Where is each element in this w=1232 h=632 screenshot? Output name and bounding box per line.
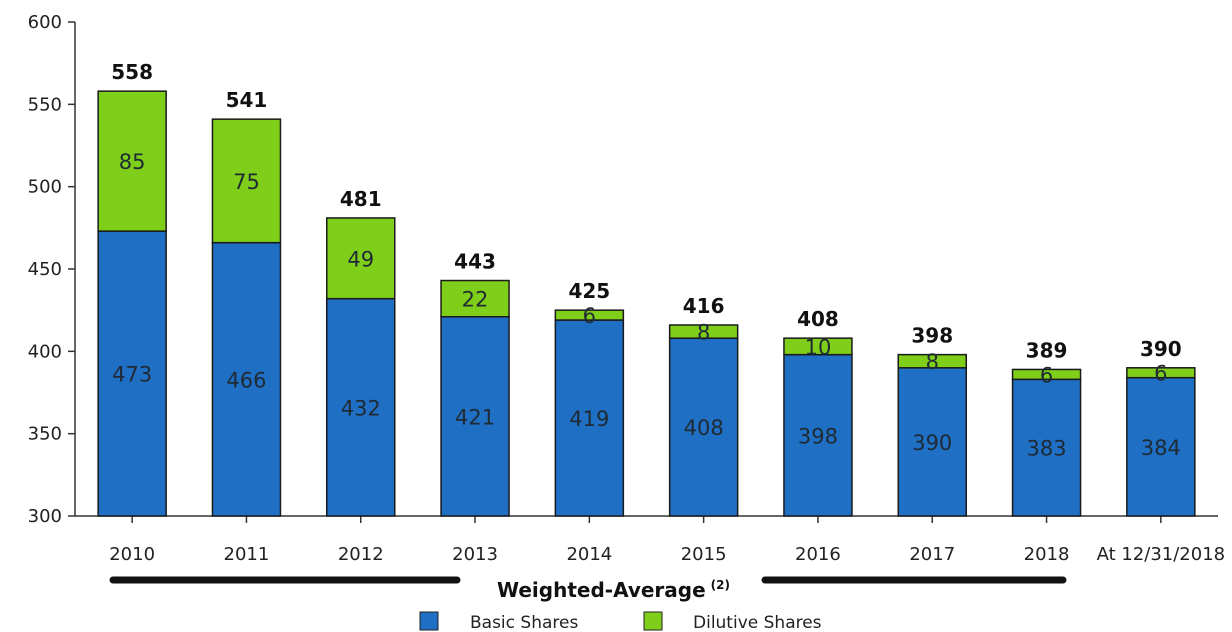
basic-value-label: 466 [226, 368, 266, 392]
bar-basic-shares [668, 337, 739, 517]
bar-dilutive-shares [668, 324, 739, 339]
bar-basic-shares [554, 319, 625, 517]
x-tick-label: At 12/31/2018 [1097, 544, 1226, 565]
bar-basic-shares [783, 353, 853, 517]
total-value-label: 481 [340, 187, 382, 211]
dilutive-value-label: 6 [1040, 363, 1053, 387]
dilutive-value-label: 6 [583, 304, 596, 328]
bar-dilutive-shares [326, 217, 396, 300]
weighted-average-label: Weighted-Average (2) [497, 578, 730, 602]
bars: 4738555846675541432494814212244341964254… [97, 60, 1196, 517]
dilutive-value-label: 85 [119, 150, 146, 174]
basic-value-label: 398 [798, 424, 838, 448]
bar-dilutive-shares [554, 309, 625, 321]
total-value-label: 389 [1026, 338, 1068, 362]
basic-value-label: 473 [112, 363, 152, 387]
x-tick-label: 2015 [681, 544, 727, 565]
dilutive-value-label: 10 [805, 335, 832, 359]
legend-swatch-dilutive [643, 611, 663, 631]
x-tick-label: 2017 [909, 544, 955, 565]
legend: Basic Shares Dilutive Shares [419, 611, 822, 632]
x-axis: 2010 2011 2012 2013 2014 2015 2016 2017 2018 At 1… [75, 515, 1226, 565]
total-value-label: 541 [226, 88, 268, 112]
dilutive-value-label: 6 [1154, 362, 1167, 386]
basic-value-label: 384 [1141, 436, 1181, 460]
y-tick-label: 450 [28, 259, 62, 280]
basic-value-label: 419 [569, 407, 609, 431]
total-value-label: 443 [454, 250, 496, 274]
basic-value-label: 408 [684, 416, 724, 440]
x-tick-label: 2016 [795, 544, 841, 565]
x-tick-label: 2013 [452, 544, 498, 565]
total-value-label: 390 [1140, 337, 1182, 361]
x-tick-label: 2018 [1024, 544, 1070, 565]
bar-basic-shares [440, 316, 510, 517]
y-tick-label: 550 [28, 94, 62, 115]
basic-value-label: 421 [455, 405, 495, 429]
y-tick-label: 500 [28, 177, 62, 198]
basic-value-label: 432 [341, 396, 381, 420]
bar-dilutive-shares [1011, 368, 1082, 381]
y-axis: 300 350 400 450 500 550 600 [28, 12, 76, 527]
legend-label-dilutive: Dilutive Shares [693, 613, 822, 632]
bar-dilutive-shares [897, 353, 967, 369]
bar-basic-shares [1126, 376, 1196, 517]
basic-value-label: 390 [912, 431, 952, 455]
bar-dilutive-shares [783, 337, 853, 356]
total-value-label: 416 [683, 294, 725, 318]
x-tick-label: 2011 [224, 544, 270, 565]
bar-basic-shares [897, 367, 967, 517]
basic-value-label: 383 [1027, 437, 1067, 461]
total-value-label: 425 [568, 279, 610, 303]
y-tick-label: 350 [28, 424, 62, 445]
bar-dilutive-shares [440, 279, 510, 318]
y-tick-label: 300 [28, 506, 62, 527]
x-tick-label: 2010 [109, 544, 155, 565]
dilutive-value-label: 75 [233, 170, 260, 194]
bar-dilutive-shares [1126, 367, 1196, 379]
dilutive-value-label: 8 [926, 350, 939, 374]
bar-basic-shares [326, 297, 396, 517]
bar-basic-shares [211, 241, 282, 517]
x-tick-label: 2012 [338, 544, 384, 565]
x-tick-label: 2014 [566, 544, 612, 565]
total-value-label: 558 [111, 60, 153, 84]
y-tick-label: 400 [28, 341, 62, 362]
dilutive-value-label: 8 [697, 321, 710, 345]
total-value-label: 398 [911, 324, 953, 348]
bar-dilutive-shares [211, 118, 282, 244]
dilutive-value-label: 49 [347, 247, 374, 271]
bar-basic-shares [1011, 378, 1082, 517]
legend-swatch-basic [419, 611, 439, 631]
bar-dilutive-shares [97, 90, 167, 232]
total-value-label: 408 [797, 307, 839, 331]
dilutive-value-label: 22 [462, 288, 489, 312]
legend-label-basic: Basic Shares [470, 613, 578, 632]
y-tick-label: 600 [28, 12, 62, 33]
